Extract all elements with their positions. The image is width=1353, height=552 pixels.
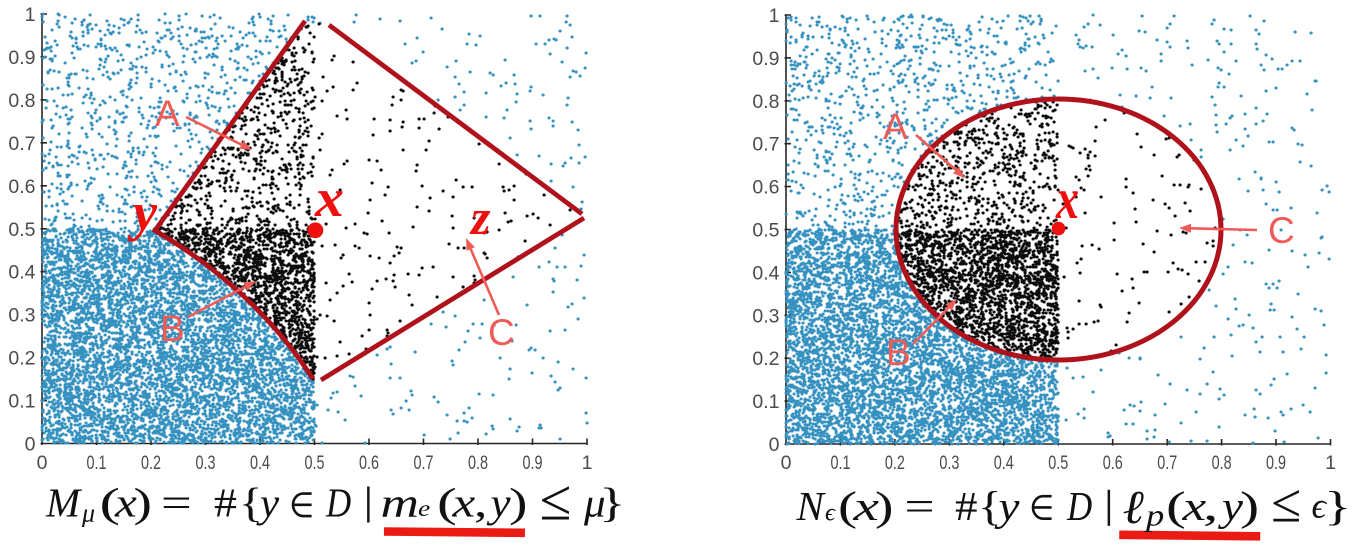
svg-text:0.8: 0.8 — [468, 452, 488, 474]
svg-text:(: ( — [100, 480, 120, 525]
svg-text:A: A — [155, 93, 180, 134]
svg-text:y: y — [256, 481, 280, 526]
svg-text:x: x — [852, 484, 879, 529]
svg-text:0.3: 0.3 — [196, 452, 216, 474]
svg-text:,: , — [1203, 484, 1218, 529]
svg-text:0.9: 0.9 — [752, 48, 779, 70]
svg-text:x: x — [1055, 166, 1079, 231]
svg-text:0.1: 0.1 — [8, 391, 35, 413]
svg-text:1: 1 — [582, 452, 593, 474]
svg-text:=: = — [161, 481, 192, 526]
svg-text:0.6: 0.6 — [359, 452, 379, 474]
svg-text:(: ( — [437, 480, 457, 526]
svg-text:): ) — [1240, 484, 1259, 529]
svg-text:0.7: 0.7 — [8, 133, 35, 155]
svg-text:x: x — [314, 168, 344, 228]
svg-text:A: A — [883, 106, 908, 147]
svg-text:0.3: 0.3 — [8, 305, 35, 327]
svg-text:B: B — [886, 332, 911, 373]
svg-text:0.5: 0.5 — [1048, 452, 1068, 474]
svg-text:0.5: 0.5 — [305, 452, 325, 474]
svg-text:{: { — [239, 480, 263, 525]
svg-text:m: m — [381, 481, 419, 526]
svg-text:1: 1 — [769, 5, 780, 27]
svg-text:0.4: 0.4 — [250, 452, 270, 474]
svg-text:≤: ≤ — [540, 468, 572, 533]
svg-text:ℓ: ℓ — [1123, 481, 1145, 534]
svg-text:,: , — [474, 481, 487, 526]
svg-text:e: e — [418, 496, 430, 521]
svg-text:ϵ: ϵ — [825, 499, 836, 526]
svg-text:0.6: 0.6 — [1103, 452, 1123, 474]
svg-text:N: N — [796, 483, 827, 529]
svg-text:{: { — [978, 484, 1002, 529]
svg-text:x: x — [451, 481, 475, 526]
svg-text:B: B — [160, 308, 185, 349]
svg-text:0: 0 — [25, 434, 36, 456]
svg-text:#: # — [955, 485, 978, 530]
svg-text:0.9: 0.9 — [1266, 452, 1286, 474]
svg-text:0.6: 0.6 — [752, 177, 779, 199]
svg-text:C: C — [1268, 210, 1295, 251]
svg-text:0.5: 0.5 — [752, 220, 779, 242]
svg-text:0.3: 0.3 — [939, 452, 959, 474]
svg-text:0.8: 0.8 — [1212, 452, 1232, 474]
svg-text:0.2: 0.2 — [885, 452, 905, 474]
svg-text:0.9: 0.9 — [8, 47, 35, 69]
svg-text:0.4: 0.4 — [8, 262, 35, 284]
svg-text:0.8: 0.8 — [752, 91, 779, 113]
svg-text:0: 0 — [769, 434, 780, 456]
svg-text:): ) — [509, 480, 527, 525]
svg-text:0.2: 0.2 — [752, 348, 779, 370]
svg-text:1: 1 — [25, 4, 36, 26]
svg-text:0.4: 0.4 — [752, 262, 779, 284]
svg-text:z: z — [469, 189, 491, 245]
svg-text:x: x — [1181, 484, 1206, 529]
svg-text:p: p — [1144, 499, 1164, 533]
svg-text:D: D — [325, 481, 351, 526]
svg-text:): ) — [875, 484, 893, 529]
svg-text:ϵ: ϵ — [1312, 486, 1328, 526]
svg-text:(: ( — [1166, 484, 1186, 530]
svg-text:}: } — [599, 480, 626, 525]
svg-text:0.1: 0.1 — [87, 452, 107, 474]
svg-text:0: 0 — [37, 452, 48, 474]
svg-text:C: C — [488, 312, 515, 353]
svg-text:0.2: 0.2 — [141, 452, 161, 474]
svg-text:0.2: 0.2 — [8, 348, 35, 370]
svg-text:y: y — [127, 182, 158, 242]
svg-text:x: x — [114, 480, 137, 525]
svg-text:0: 0 — [781, 452, 792, 474]
svg-text:y: y — [1218, 484, 1244, 529]
svg-text:0.7: 0.7 — [752, 134, 779, 156]
svg-text:μ: μ — [81, 499, 95, 528]
svg-text:0.1: 0.1 — [831, 452, 851, 474]
svg-text:#: # — [214, 481, 237, 526]
svg-text:): ) — [134, 480, 152, 525]
svg-text:0.5: 0.5 — [8, 219, 35, 241]
svg-text:0.9: 0.9 — [523, 452, 543, 474]
svg-text:y: y — [486, 481, 511, 526]
svg-text:μ: μ — [583, 481, 606, 526]
svg-text:0.6: 0.6 — [8, 176, 35, 198]
svg-text:0.7: 0.7 — [1157, 452, 1177, 474]
svg-text:0.7: 0.7 — [414, 452, 434, 474]
svg-text:}: } — [1324, 484, 1352, 529]
svg-text:1: 1 — [1325, 452, 1336, 474]
svg-text:0.1: 0.1 — [752, 391, 779, 413]
svg-text:≤: ≤ — [1271, 473, 1301, 534]
svg-text:y: y — [994, 484, 1020, 529]
svg-text:0.4: 0.4 — [994, 452, 1014, 474]
svg-text:=: = — [905, 484, 935, 529]
svg-text:D: D — [1066, 484, 1092, 529]
svg-text:0.3: 0.3 — [752, 305, 779, 327]
svg-text:M: M — [45, 479, 83, 525]
svg-text:(: ( — [838, 484, 857, 529]
svg-text:0.8: 0.8 — [8, 90, 35, 112]
